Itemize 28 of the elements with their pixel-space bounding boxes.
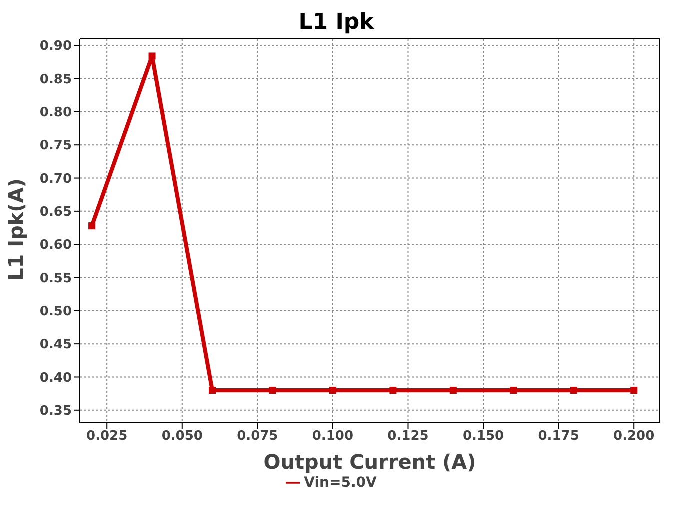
- x-axis-title: Output Current (A): [264, 450, 476, 474]
- x-tick-label: 0.025: [86, 429, 128, 444]
- y-tick-label: 0.70: [40, 172, 72, 187]
- y-tick-label: 0.55: [40, 271, 72, 286]
- legend-label: Vin=5.0V: [304, 475, 377, 491]
- y-tick-label: 0.80: [40, 106, 72, 121]
- y-tick-label: 0.40: [40, 370, 72, 386]
- point: [88, 222, 96, 230]
- y-tick-label: 0.65: [40, 205, 72, 220]
- chart-title: L1 Ipk: [298, 9, 376, 37]
- x-tick-label: 0.050: [162, 429, 203, 444]
- x-tick-label: 0.125: [388, 429, 429, 444]
- y-tick-label: 0.45: [40, 338, 72, 353]
- x-tick-label: 0.175: [538, 429, 580, 444]
- point: [630, 387, 638, 394]
- y-tick-label: 0.90: [40, 39, 72, 54]
- x-tick-label: 0.100: [312, 429, 354, 444]
- y-tick-label: 0.60: [40, 238, 72, 254]
- point: [209, 387, 216, 394]
- x-tick-label: 0.200: [614, 429, 655, 444]
- y-tick-label: 0.75: [40, 138, 72, 154]
- x-tick-label: 0.150: [462, 429, 504, 444]
- y-tick-label: 0.35: [40, 404, 72, 420]
- point: [148, 52, 156, 60]
- y-axis-title: L1 Ipk(A): [4, 178, 28, 281]
- y-tick-label: 0.85: [40, 72, 72, 88]
- y-tick-label: 0.50: [40, 304, 72, 320]
- x-tick-label: 0.075: [237, 429, 278, 444]
